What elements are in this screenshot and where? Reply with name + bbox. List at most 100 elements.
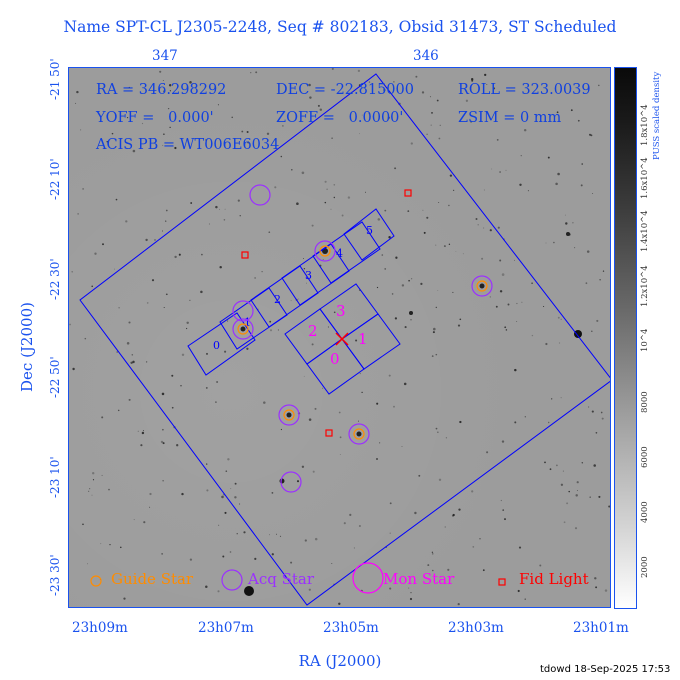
faint-star — [358, 524, 361, 528]
faint-star — [393, 405, 395, 408]
faint-star — [208, 223, 210, 225]
faint-star — [368, 81, 371, 83]
faint-star — [224, 511, 227, 514]
x-tick: 23h07m — [198, 620, 254, 636]
chip-label: 5 — [366, 224, 373, 237]
faint-star — [499, 259, 502, 262]
faint-star — [141, 122, 144, 125]
faint-star — [174, 255, 177, 259]
faint-star — [562, 470, 564, 472]
faint-star — [128, 321, 131, 324]
faint-star — [186, 321, 189, 325]
faint-star — [204, 138, 207, 141]
faint-star — [163, 133, 165, 135]
faint-star — [431, 355, 434, 357]
faint-star — [520, 155, 522, 157]
faint-star — [312, 470, 315, 473]
faint-star — [72, 367, 75, 371]
colorbar-tick: 1.2x10^4 — [640, 265, 650, 307]
faint-star — [596, 319, 599, 322]
faint-star — [391, 293, 394, 295]
faint-star — [282, 125, 284, 127]
faint-star — [290, 561, 293, 564]
faint-star — [591, 330, 593, 333]
faint-star — [234, 482, 237, 485]
faint-star — [276, 533, 277, 535]
faint-star — [432, 569, 434, 572]
faint-star — [388, 236, 391, 239]
faint-star — [322, 387, 324, 389]
faint-star — [161, 392, 165, 396]
faint-star — [227, 320, 229, 322]
faint-star — [205, 386, 208, 389]
faint-star — [531, 334, 534, 337]
acis-s-labels: 0 1 2 3 4 5 — [213, 224, 373, 352]
faint-star — [217, 590, 220, 593]
faint-star — [160, 440, 164, 444]
faint-star — [132, 149, 136, 153]
faint-star — [167, 107, 170, 110]
faint-star — [479, 538, 481, 540]
faint-star — [422, 209, 424, 211]
fid-lights — [241, 189, 412, 437]
faint-star — [308, 588, 311, 591]
faint-star — [414, 511, 417, 515]
faint-star — [404, 326, 407, 329]
faint-star — [394, 317, 398, 320]
faint-star — [501, 273, 505, 276]
faint-star — [484, 73, 487, 77]
faint-star — [236, 533, 238, 535]
faint-star — [431, 551, 434, 553]
faint-star — [165, 293, 168, 296]
faint-star — [502, 509, 505, 511]
colorbar-tick: 1.6x10^4 — [640, 157, 650, 199]
faint-star — [514, 421, 517, 424]
faint-star — [547, 421, 550, 424]
faint-star — [308, 418, 312, 421]
top-tick: 346 — [413, 48, 439, 64]
faint-star — [169, 126, 171, 129]
faint-star — [585, 282, 588, 285]
faint-star — [501, 440, 505, 443]
faint-star — [219, 208, 221, 210]
faint-star — [568, 490, 570, 493]
faint-star — [189, 81, 192, 84]
faint-star — [174, 146, 177, 150]
faint-star — [118, 307, 120, 309]
faint-star — [458, 508, 461, 511]
faint-star — [143, 521, 146, 524]
faint-star — [581, 163, 583, 165]
faint-star — [486, 451, 489, 454]
faint-star — [459, 318, 462, 321]
faint-star — [591, 410, 594, 413]
mon-legend-label: Mon Star — [383, 570, 455, 588]
faint-star — [71, 271, 73, 273]
bright-star — [574, 330, 582, 338]
faint-star — [524, 598, 526, 600]
faint-star — [269, 320, 272, 323]
faint-star — [255, 71, 258, 74]
faint-star — [444, 526, 446, 528]
dec-readout: DEC = -22.815000 — [276, 82, 414, 98]
faint-star — [314, 407, 317, 410]
faint-star — [401, 284, 405, 287]
faint-star — [261, 270, 263, 273]
faint-star — [224, 350, 227, 353]
faint-star — [185, 327, 188, 330]
faint-star — [387, 116, 391, 119]
colorbar-tick: 1.8x10^4 — [640, 104, 650, 146]
faint-star — [304, 539, 307, 542]
faint-star — [88, 490, 90, 492]
faint-star — [75, 102, 77, 104]
colorbar — [614, 67, 637, 609]
faint-star — [545, 342, 548, 346]
faint-star — [176, 444, 179, 447]
faint-star — [338, 411, 341, 414]
guide-legend-icon — [90, 575, 102, 587]
faint-star — [557, 172, 560, 176]
y-tick: -22 10' — [48, 158, 62, 200]
faint-star — [322, 258, 324, 261]
faint-star — [576, 489, 578, 491]
faint-star — [189, 299, 191, 301]
faint-star — [181, 578, 184, 581]
